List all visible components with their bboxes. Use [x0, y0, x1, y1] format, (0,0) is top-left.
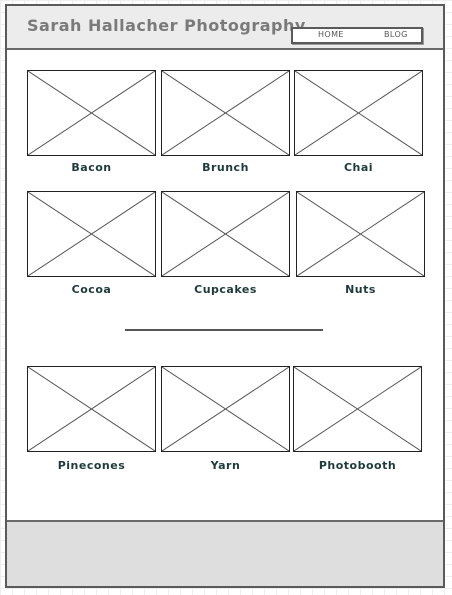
site-footer — [7, 520, 443, 586]
gallery-image-cupcakes[interactable] — [161, 191, 290, 277]
gallery-image-pinecones[interactable] — [27, 366, 156, 452]
nav-home-link[interactable]: HOME — [318, 30, 344, 39]
image-placeholder-icon — [297, 192, 424, 276]
image-placeholder-icon — [162, 192, 289, 276]
gallery-caption-photobooth[interactable]: Photobooth — [318, 459, 397, 472]
site-title[interactable]: Sarah Hallacher Photography — [27, 16, 306, 35]
gallery-image-bacon[interactable] — [27, 70, 156, 156]
nav-bar: HOME BLOG — [291, 27, 423, 44]
nav-blog-link[interactable]: BLOG — [384, 30, 408, 39]
gallery-image-nuts[interactable] — [296, 191, 425, 277]
gallery-image-cocoa[interactable] — [27, 191, 156, 277]
gallery-image-brunch[interactable] — [161, 70, 290, 156]
image-placeholder-icon — [162, 367, 289, 451]
gallery-caption-nuts[interactable]: Nuts — [345, 283, 376, 296]
image-placeholder-icon — [28, 367, 155, 451]
image-placeholder-icon — [162, 71, 289, 155]
image-placeholder-icon — [28, 71, 155, 155]
gallery-caption-bacon[interactable]: Bacon — [71, 161, 112, 174]
image-placeholder-icon — [28, 192, 155, 276]
site-header: Sarah Hallacher Photography HOME BLOG — [7, 6, 443, 50]
gallery-image-yarn[interactable] — [161, 366, 290, 452]
gallery-caption-brunch[interactable]: Brunch — [202, 161, 249, 174]
browser-frame: Sarah Hallacher Photography HOME BLOG Ba… — [5, 4, 445, 588]
gallery-caption-pinecones[interactable]: Pinecones — [57, 459, 126, 472]
gallery-caption-chai[interactable]: Chai — [343, 161, 374, 174]
gallery-caption-cupcakes[interactable]: Cupcakes — [194, 283, 257, 296]
gallery-image-chai[interactable] — [294, 70, 423, 156]
image-placeholder-icon — [295, 71, 422, 155]
gallery-caption-yarn[interactable]: Yarn — [210, 459, 241, 472]
gallery-caption-cocoa[interactable]: Cocoa — [71, 283, 112, 296]
gallery-image-photobooth[interactable] — [293, 366, 422, 452]
section-divider — [125, 329, 323, 331]
image-placeholder-icon — [294, 367, 421, 451]
